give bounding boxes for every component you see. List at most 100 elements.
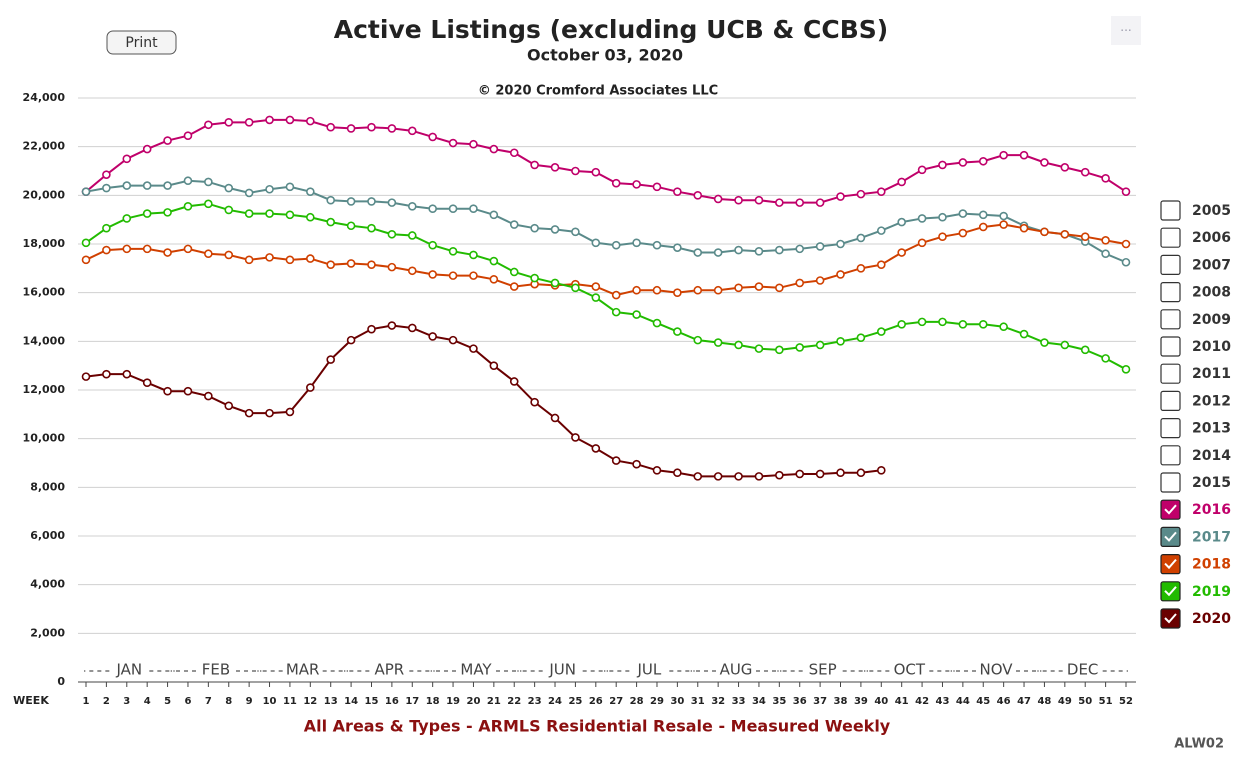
point [163, 136, 172, 145]
point [978, 210, 988, 220]
point [876, 260, 886, 269]
legend-label[interactable]: 2019 [1192, 584, 1231, 600]
point [285, 407, 295, 417]
legend-checkbox[interactable] [1160, 336, 1181, 357]
point [734, 340, 743, 350]
legend-checkbox[interactable] [1160, 200, 1181, 221]
print-label[interactable]: Print [125, 35, 158, 51]
point [713, 472, 723, 481]
legend-checkbox[interactable] [1160, 608, 1181, 629]
point [122, 214, 132, 223]
point [509, 220, 519, 229]
point [999, 220, 1008, 229]
point [673, 327, 682, 336]
point [367, 324, 376, 334]
legend-label[interactable]: 2020 [1192, 611, 1231, 627]
point [469, 139, 478, 149]
legend-label[interactable]: 2009 [1192, 312, 1231, 328]
legend-checkbox[interactable] [1160, 472, 1181, 493]
point [81, 372, 91, 381]
point [917, 238, 927, 248]
y-tick-label: 4,000 [30, 578, 65, 591]
point [204, 177, 213, 187]
x-tick-label: 48 [1037, 696, 1051, 707]
legend-label[interactable]: 2013 [1192, 421, 1231, 437]
point [754, 282, 764, 291]
point [367, 122, 376, 132]
point [836, 337, 845, 346]
x-tick-label: 40 [874, 696, 888, 707]
point [856, 468, 866, 478]
legend-checkbox[interactable] [1160, 445, 1181, 466]
legend-label[interactable]: 2018 [1192, 557, 1231, 573]
legend-checkbox[interactable] [1160, 553, 1181, 575]
month-label: FEB [202, 661, 230, 679]
point [632, 459, 641, 469]
print-button[interactable] [106, 30, 177, 55]
legend-check[interactable] [1164, 504, 1177, 515]
point [509, 282, 519, 291]
point [183, 201, 193, 211]
point [509, 377, 519, 386]
point [591, 293, 601, 302]
legend-checkbox[interactable] [1160, 499, 1181, 520]
point [673, 243, 682, 252]
legend-checkbox[interactable] [1160, 254, 1181, 275]
legend-check[interactable] [1164, 531, 1177, 542]
point [978, 319, 988, 329]
x-tick-label: 30 [670, 696, 684, 707]
legend-check[interactable] [1164, 558, 1177, 570]
legend-checkbox[interactable] [1160, 282, 1181, 303]
point [326, 260, 336, 269]
legend-label[interactable]: 2008 [1192, 285, 1231, 301]
legend-checkbox[interactable] [1160, 418, 1181, 439]
legend-label[interactable]: 2017 [1192, 529, 1231, 545]
legend-label[interactable]: 2006 [1192, 230, 1231, 246]
legend-checkbox[interactable] [1160, 309, 1181, 330]
point [469, 344, 478, 353]
legend-check[interactable] [1164, 586, 1177, 597]
legend-label[interactable]: 2016 [1192, 502, 1231, 518]
point [1101, 354, 1110, 363]
point [836, 270, 845, 279]
point [938, 160, 947, 170]
x-tick-label: 37 [813, 696, 827, 707]
point [428, 332, 437, 341]
legend-label[interactable]: 2012 [1192, 393, 1231, 409]
x-tick-label: 50 [1078, 696, 1092, 707]
point [387, 321, 397, 330]
legend-label[interactable]: 2007 [1192, 257, 1231, 273]
legend-label[interactable]: 2005 [1192, 203, 1231, 219]
point [183, 131, 193, 141]
series-line [85, 118, 1127, 204]
point [836, 239, 845, 249]
legend-checkbox[interactable] [1160, 227, 1181, 248]
point [815, 276, 825, 285]
legend-label[interactable]: 2015 [1192, 475, 1231, 491]
point [306, 116, 315, 126]
x-tick-label: 9 [246, 696, 253, 707]
point [122, 181, 132, 190]
legend-label[interactable]: 2010 [1192, 339, 1231, 355]
legend-label[interactable]: 2011 [1192, 366, 1231, 382]
point [428, 240, 437, 250]
point [591, 444, 601, 453]
point [530, 397, 539, 407]
legend-check[interactable] [1164, 613, 1177, 624]
legend-checkbox[interactable] [1160, 581, 1181, 602]
point [550, 163, 560, 172]
legend-checkbox[interactable] [1160, 526, 1181, 548]
point [142, 144, 152, 154]
point [346, 335, 356, 345]
menu-label[interactable]: ··· [1120, 24, 1131, 38]
legend-checkbox[interactable] [1160, 363, 1181, 384]
point [550, 413, 560, 423]
point [795, 469, 805, 479]
point [876, 327, 886, 336]
point [469, 271, 478, 280]
point [652, 182, 662, 192]
footer: All Areas & Types - ARMLS Residential Re… [304, 717, 891, 736]
legend-checkbox[interactable] [1160, 390, 1181, 411]
legend-label[interactable]: 2014 [1192, 448, 1231, 464]
menu-button[interactable] [1111, 16, 1141, 45]
